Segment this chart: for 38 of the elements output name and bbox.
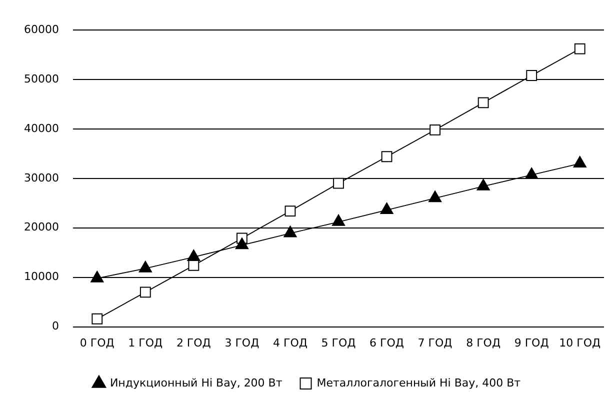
y-tick-label: 30000 bbox=[24, 171, 59, 184]
point bbox=[430, 124, 440, 136]
x-tick-label: 0 ГОД bbox=[80, 336, 115, 350]
legend-label: Индукционный Hi Bay, 200 Вт bbox=[110, 376, 283, 390]
x-tick-label: 5 ГОД bbox=[321, 336, 356, 350]
point bbox=[526, 70, 538, 81]
point bbox=[380, 202, 394, 214]
point bbox=[428, 190, 442, 202]
point bbox=[476, 178, 490, 190]
point bbox=[235, 238, 249, 250]
point bbox=[138, 260, 152, 272]
x-tick-label: 6 ГОД bbox=[370, 336, 404, 350]
x-tick-label: 2 ГОД bbox=[176, 336, 212, 350]
x-tick-label: 7 ГОД bbox=[418, 336, 453, 350]
point bbox=[332, 214, 346, 226]
x-tick-label: 8 ГОД bbox=[466, 336, 501, 350]
point bbox=[284, 206, 296, 216]
point bbox=[478, 97, 489, 108]
y-tick-label: 0 bbox=[52, 320, 59, 333]
point bbox=[574, 43, 586, 54]
x-tick-label: 3 ГОД bbox=[224, 336, 260, 350]
point bbox=[187, 250, 200, 262]
point bbox=[573, 156, 586, 168]
x-tick-label: 9 ГОД bbox=[514, 336, 550, 350]
point bbox=[333, 178, 344, 189]
x-tick-label: 4 ГОД bbox=[272, 336, 308, 350]
x-tick-label: 10 ГОД bbox=[559, 336, 601, 350]
point bbox=[381, 151, 392, 162]
x-tick-label: 1 ГОД bbox=[128, 336, 164, 350]
y-tick-label: 10000 bbox=[24, 270, 59, 284]
legend-label: Металлогалогенный Hi Bay, 400 Вт bbox=[316, 376, 522, 390]
y-tick-label: 40000 bbox=[24, 122, 59, 135]
y-tick-label: 60000 bbox=[24, 22, 59, 36]
y-tick-label: 50000 bbox=[24, 72, 59, 86]
point bbox=[284, 226, 297, 238]
point bbox=[525, 167, 538, 179]
point bbox=[90, 270, 104, 282]
y-tick-label: 20000 bbox=[24, 220, 59, 234]
